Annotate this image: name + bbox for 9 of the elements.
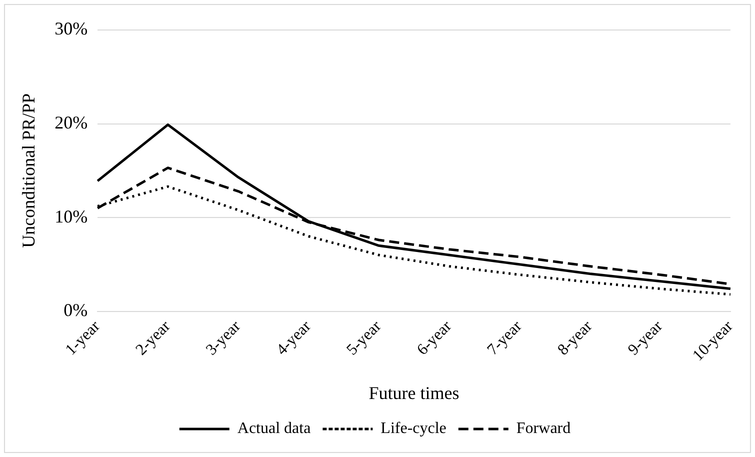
legend-label: Forward xyxy=(516,420,571,438)
y-tick-label: 10% xyxy=(54,206,88,226)
y-axis-title: Unconditional PR/PP xyxy=(18,93,39,248)
legend-label: Actual data xyxy=(237,420,311,438)
y-tick-label: 0% xyxy=(64,300,88,320)
legend-label: Life-cycle xyxy=(380,420,446,438)
y-tick-label: 30% xyxy=(54,18,88,39)
x-axis-title: Future times xyxy=(368,382,460,403)
y-tick-label: 20% xyxy=(54,112,88,132)
